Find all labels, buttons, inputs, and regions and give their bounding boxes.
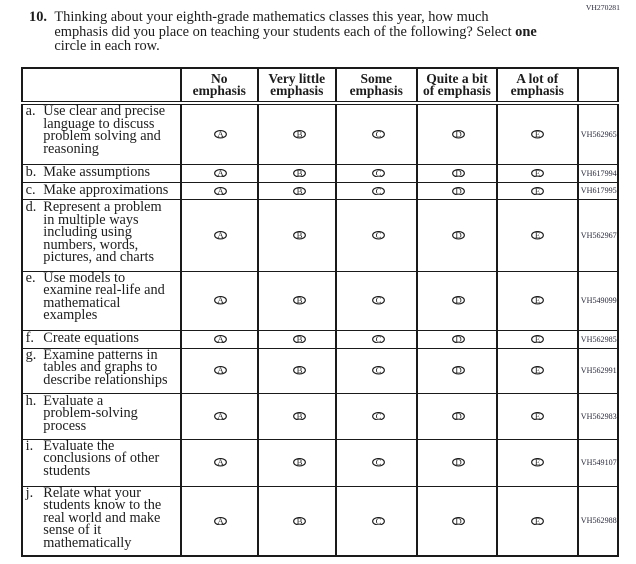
- svg-text:B: B: [296, 335, 302, 344]
- svg-text:D: D: [455, 231, 461, 240]
- svg-text:E: E: [535, 412, 540, 421]
- svg-text:A: A: [217, 187, 224, 196]
- svg-text:C: C: [375, 335, 381, 344]
- svg-text:D: D: [455, 458, 461, 467]
- svg-text:E: E: [535, 169, 540, 178]
- svg-text:C: C: [375, 517, 381, 526]
- svg-text:B: B: [296, 517, 302, 526]
- svg-text:C: C: [375, 366, 381, 375]
- svg-text:C: C: [375, 412, 381, 421]
- svg-text:D: D: [455, 366, 461, 375]
- svg-text:D: D: [455, 296, 461, 305]
- svg-text:C: C: [375, 169, 381, 178]
- svg-text:E: E: [535, 130, 540, 139]
- svg-text:E: E: [535, 296, 540, 305]
- svg-text:A: A: [217, 517, 224, 526]
- svg-text:C: C: [375, 231, 381, 240]
- svg-text:D: D: [455, 187, 461, 196]
- svg-text:D: D: [455, 517, 461, 526]
- svg-text:A: A: [217, 412, 224, 421]
- svg-text:A: A: [217, 130, 224, 139]
- svg-text:E: E: [535, 335, 540, 344]
- svg-text:E: E: [535, 231, 540, 240]
- svg-text:B: B: [296, 366, 302, 375]
- svg-text:C: C: [375, 296, 381, 305]
- svg-text:D: D: [455, 130, 461, 139]
- svg-text:E: E: [535, 458, 540, 467]
- svg-text:D: D: [455, 412, 461, 421]
- svg-text:A: A: [217, 169, 224, 178]
- svg-text:A: A: [217, 458, 224, 467]
- svg-text:E: E: [535, 366, 540, 375]
- svg-text:B: B: [296, 412, 302, 421]
- svg-text:B: B: [296, 187, 302, 196]
- svg-text:A: A: [217, 231, 224, 240]
- svg-text:E: E: [535, 517, 540, 526]
- svg-text:B: B: [296, 231, 302, 240]
- svg-text:A: A: [217, 335, 224, 344]
- svg-text:D: D: [455, 169, 461, 178]
- svg-text:B: B: [296, 296, 302, 305]
- svg-text:B: B: [296, 458, 302, 467]
- svg-text:B: B: [296, 169, 302, 178]
- svg-text:E: E: [535, 187, 540, 196]
- svg-text:C: C: [375, 130, 381, 139]
- svg-text:B: B: [296, 130, 302, 139]
- svg-text:D: D: [455, 335, 461, 344]
- svg-text:C: C: [375, 187, 381, 196]
- svg-text:A: A: [217, 366, 224, 375]
- svg-text:C: C: [375, 458, 381, 467]
- svg-text:A: A: [217, 296, 224, 305]
